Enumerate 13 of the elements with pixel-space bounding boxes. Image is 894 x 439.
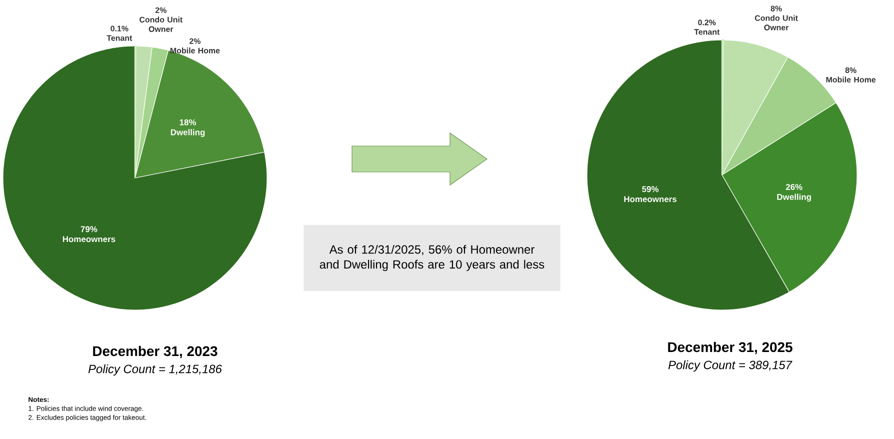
text: December 31, 2025 <box>668 342 792 354</box>
slice-label: Homeowners <box>624 196 677 202</box>
slice-label: Homeowners <box>62 236 116 242</box>
data-label: 18% <box>180 119 196 126</box>
text: Policy Count = 1,215,186 <box>88 364 222 376</box>
data-label: 79% <box>80 226 98 232</box>
text: As of 12/31/2025, 56% of Homeowner and Dwelling Roofs are 10 years and less <box>320 244 544 272</box>
data-label: 59% <box>642 186 659 192</box>
slice-label: Dwelling <box>777 194 811 202</box>
slice-label: Dwelling <box>170 129 205 137</box>
data-label: 26% <box>786 184 802 190</box>
text: Policy Count = 389,157 <box>668 360 792 372</box>
text: December 31, 2023 <box>93 346 218 358</box>
